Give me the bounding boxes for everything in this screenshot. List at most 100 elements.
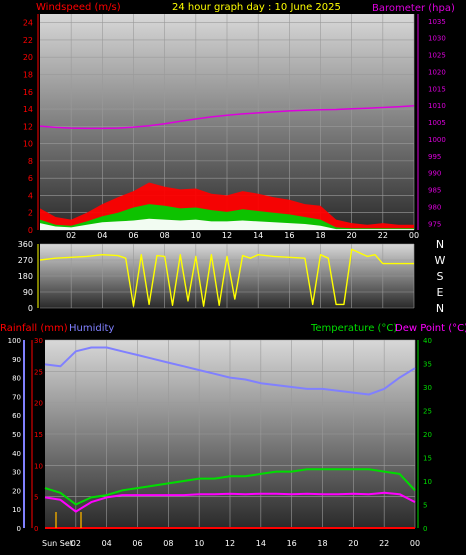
barometer-axis: 975 980 985 990 995 1000 1005 1010 1015 1020 1025 1… [417, 14, 446, 230]
wind-x-tick-label: 08 [160, 231, 170, 240]
barometer-tick-label: 1035 [428, 18, 446, 26]
direction-tick-label: 270 [18, 256, 33, 265]
temperature-x-tick-label: 12 [225, 539, 235, 548]
rainfall-tick-label: 30 [34, 337, 43, 345]
rainfall-tick-label: 20 [34, 400, 43, 408]
temperature-x-tick-label: 00 [410, 539, 420, 548]
humidity-axis: 0 10 20 30 40 50 60 70 80 90 100 [8, 337, 25, 533]
temperature-x-tick-label: 04 [102, 539, 112, 548]
windspeed-tick-label: 8 [28, 157, 33, 166]
barometer-tick-label: 1020 [428, 68, 446, 76]
barometer-tick-label: 1015 [428, 85, 446, 93]
rainfall-tick-label: 25 [34, 368, 43, 376]
humidity-tick-label: 40 [12, 450, 21, 458]
compass-label: N [436, 302, 444, 315]
wind-x-tick-label: 18 [315, 231, 325, 240]
wind-series [39, 105, 415, 230]
compass-label: N [436, 238, 444, 251]
humidity-title: Humidity [69, 323, 114, 334]
compass-label: S [437, 270, 444, 283]
temperature-series [44, 346, 416, 529]
temperature-x-tick-label: 06 [132, 539, 142, 548]
temperature-tick-label: 15 [423, 455, 432, 463]
windspeed-title: Windspeed (m/s) [36, 2, 121, 13]
compass-label: W [435, 254, 446, 267]
humidity-tick-label: 90 [12, 356, 21, 364]
windspeed-tick-label: 18 [23, 70, 33, 79]
windspeed-tick-label: 16 [23, 88, 33, 97]
barometer-tick-label: 1010 [428, 102, 446, 110]
humidity-tick-label: 20 [12, 487, 21, 495]
wind-grid [40, 14, 415, 231]
wind-x-tick-label: 22 [378, 231, 388, 240]
windspeed-tick-label: 0 [28, 226, 33, 235]
temperature-tick-label: 20 [423, 431, 432, 439]
temperature-tick-label: 25 [423, 408, 432, 416]
temperature-x-tick-label: 22 [379, 539, 389, 548]
temperature-x-tick-label: 02 [71, 539, 81, 548]
temperature-panel: 0 10 20 30 40 50 60 70 80 90 100 0 5 10 15 20 25 30 0 5 10… [8, 337, 432, 548]
temperature-tick-label: 40 [423, 337, 432, 345]
windspeed-tick-label: 14 [23, 105, 33, 114]
humidity-line [44, 346, 416, 396]
temperature-x-tick-label: 20 [348, 539, 358, 548]
temperature-x-tick-label: 18 [317, 539, 327, 548]
humidity-tick-label: 80 [12, 375, 21, 383]
barometer-tick-label: 975 [428, 220, 441, 228]
dewpoint-line [44, 491, 416, 513]
barometer-tick-label: 1025 [428, 52, 446, 60]
humidity-tick-label: 10 [12, 506, 21, 514]
direction-tick-label: 90 [23, 288, 33, 297]
rainfall-title: Rainfall (mm) [0, 323, 68, 334]
temperature-x-tick-label: 16 [287, 539, 297, 548]
wind-x-tick-label: 04 [97, 231, 107, 240]
temperature-line [44, 468, 416, 506]
humidity-tick-label: 70 [12, 393, 21, 401]
windspeed-tick-label: 2 [28, 209, 33, 218]
direction-series [39, 248, 414, 307]
wind-x-tick-label: 10 [191, 231, 201, 240]
temperature-axis: 0 5 10 15 20 25 30 35 40 [417, 337, 432, 533]
direction-axis: 0 90 180 270 360 [18, 240, 39, 313]
dewpoint-title: Dew Point (°C) [395, 323, 466, 334]
temperature-tick-label: 35 [423, 361, 432, 369]
wind-x-tick-label: 16 [284, 231, 294, 240]
temperature-tick-label: 0 [423, 525, 427, 533]
windspeed-tick-label: 12 [23, 122, 33, 131]
windspeed-tick-label: 6 [28, 174, 33, 183]
wind-x-tick-label: 06 [128, 231, 138, 240]
barometer-tick-label: 990 [428, 170, 441, 178]
direction-tick-label: 180 [18, 272, 33, 281]
wind_avg-area [40, 218, 414, 230]
humidity-tick-label: 30 [12, 469, 21, 477]
wind-x-tick-label: 20 [347, 231, 357, 240]
temperature-x-tick-label: 14 [256, 539, 266, 548]
humidity-tick-label: 50 [12, 431, 21, 439]
rainfall-tick-label: 5 [34, 494, 38, 502]
windspeed-tick-label: 20 [23, 53, 33, 62]
barometer-tick-label: 1005 [428, 119, 446, 127]
temperature-title: Temperature (°C) [310, 323, 397, 334]
direction-tick-label: 360 [18, 240, 33, 249]
humidity-tick-label: 0 [17, 525, 21, 533]
temperature-tick-label: 30 [423, 384, 432, 392]
windspeed-tick-label: 22 [23, 36, 33, 45]
barometer-tick-label: 980 [428, 203, 441, 211]
sunset-label: Sun Set [42, 539, 73, 548]
temperature-time-axis: 02 04 06 08 10 12 14 16 18 20 22 00 [71, 539, 420, 548]
temperature-x-tick-label: 08 [163, 539, 173, 548]
rainfall-tick-label: 10 [34, 462, 43, 470]
compass-label: E [437, 286, 444, 299]
rainfall-tick-label: 0 [34, 525, 38, 533]
wind-x-tick-label: 02 [66, 231, 76, 240]
windspeed-tick-label: 10 [23, 140, 33, 149]
windspeed-tick-label: 24 [23, 19, 33, 28]
barometer-title: Barometer (hpa) [372, 3, 455, 14]
barometer-tick-label: 995 [428, 153, 441, 161]
rainfall-tick-label: 15 [34, 431, 43, 439]
barometer-tick-label: 985 [428, 187, 441, 195]
direction-line [39, 248, 414, 307]
